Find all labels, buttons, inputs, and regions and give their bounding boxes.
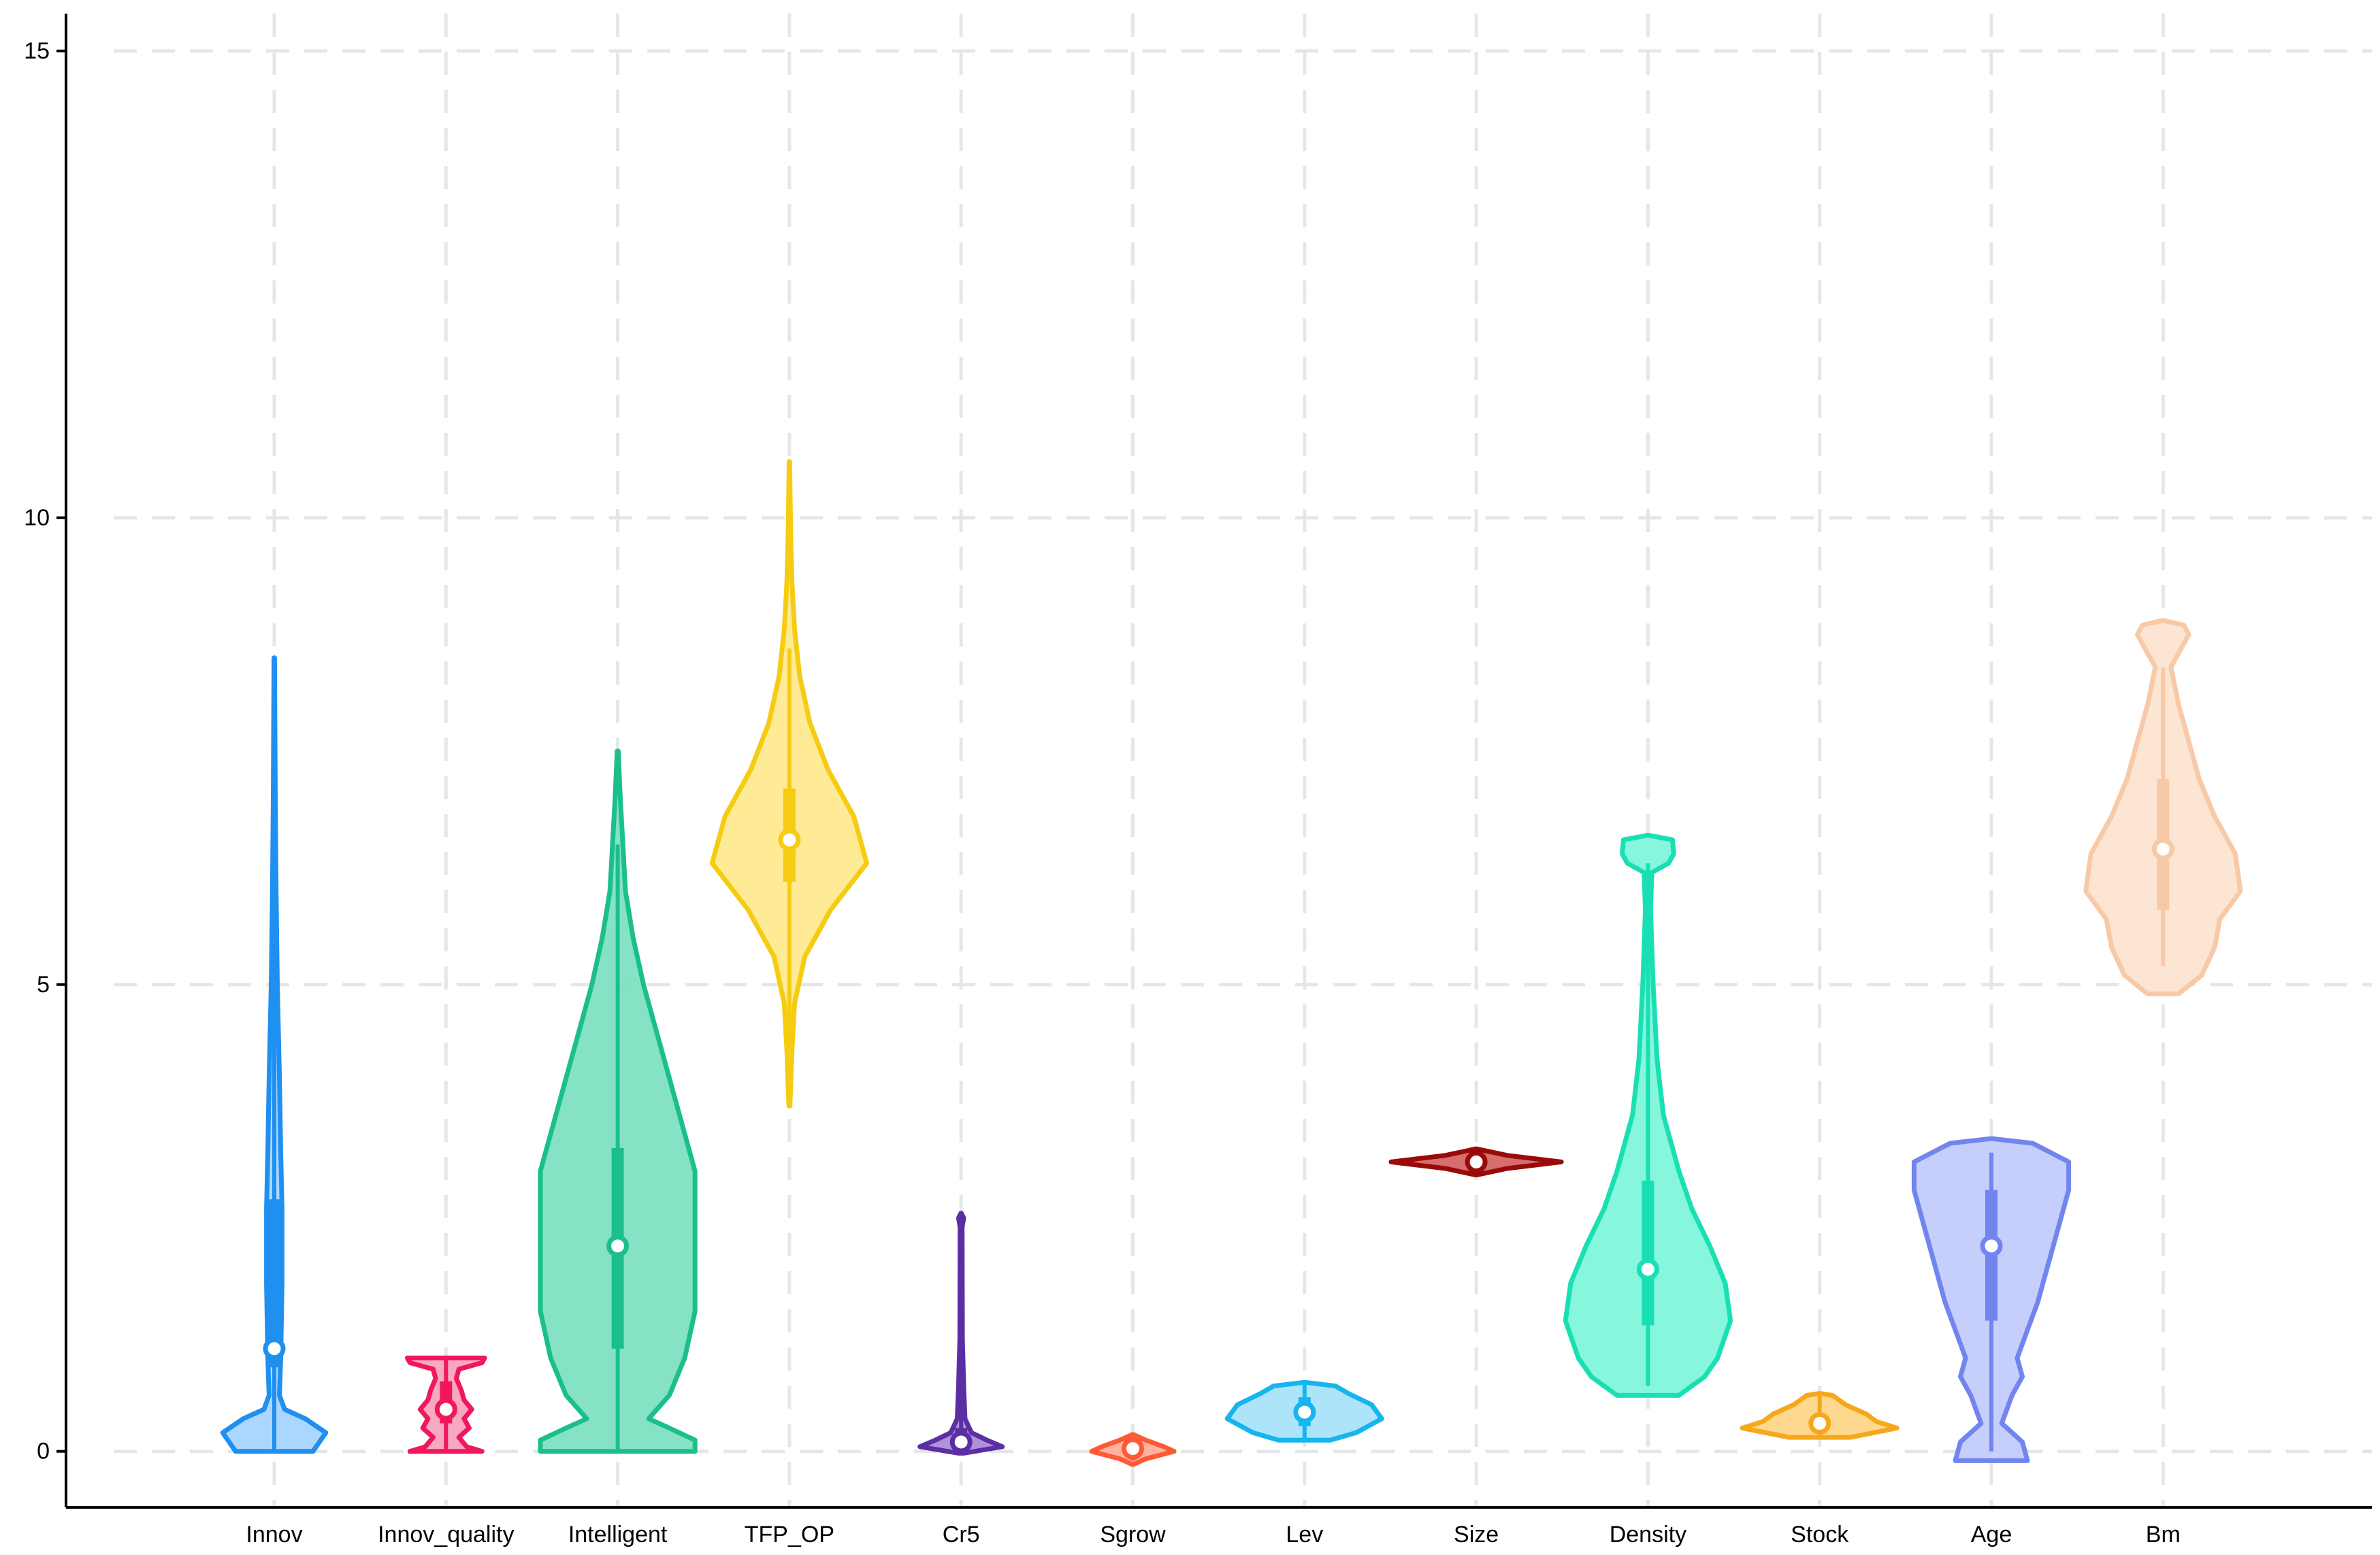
- violin-size: [1388, 1146, 1564, 1178]
- violin-cr5: [917, 1211, 1005, 1456]
- axis-layer: [56, 14, 2372, 1509]
- x-tick-label-innov: Innov: [246, 1522, 302, 1548]
- x-tick-label-cr5: Cr5: [943, 1522, 980, 1548]
- median-marker-intelligent: [606, 1234, 630, 1258]
- violin-age: [1911, 1136, 2072, 1463]
- x-tick-label-innov_quality: Innov_quality: [378, 1522, 514, 1548]
- x-tick-label-stock: Stock: [1791, 1522, 1849, 1548]
- grid-layer: [114, 14, 2372, 1507]
- violin-layer: [220, 459, 2243, 1467]
- median-marker-lev: [1293, 1401, 1316, 1424]
- violin-tfp_op: [709, 459, 869, 1109]
- violin-stock: [1740, 1391, 1900, 1440]
- y-tick-label-10: 10: [24, 505, 50, 531]
- violin-intelligent: [538, 749, 698, 1454]
- x-tick-label-sgrow: Sgrow: [1100, 1522, 1166, 1548]
- median-marker-bm: [2151, 838, 2174, 861]
- median-marker-density: [1636, 1258, 1659, 1281]
- iqr-box-density: [1642, 1180, 1654, 1326]
- x-tick-label-intelligent: Intelligent: [568, 1522, 668, 1548]
- x-tick-label-density: Density: [1610, 1522, 1686, 1548]
- median-marker-cr5: [949, 1430, 973, 1454]
- iqr-box-innov: [268, 1199, 280, 1368]
- x-tick-label-size: Size: [1454, 1522, 1499, 1548]
- y-tick-label-15: 15: [24, 38, 50, 64]
- median-marker-tfp_op: [778, 828, 801, 851]
- x-tick-label-bm: Bm: [2146, 1522, 2181, 1548]
- y-tick-label-0: 0: [37, 1439, 50, 1464]
- median-marker-innov_quality: [434, 1398, 457, 1421]
- median-marker-sgrow: [1122, 1437, 1144, 1460]
- violin-density: [1563, 832, 1733, 1398]
- violin-bm: [2083, 618, 2243, 996]
- median-marker-size: [1465, 1150, 1488, 1173]
- violin-sgrow: [1089, 1432, 1177, 1467]
- x-tick-label-lev: Lev: [1286, 1522, 1323, 1548]
- x-tick-label-age: Age: [1971, 1522, 2012, 1548]
- label-layer: 0 5 10 15 Innov Innov_quality Intelligent TFP_O…: [24, 38, 2181, 1548]
- median-marker-age: [1980, 1234, 2003, 1258]
- x-tick-label-tfp_op: TFP_OP: [745, 1522, 834, 1548]
- y-tick-label-5: 5: [37, 972, 50, 998]
- median-marker-stock: [1808, 1412, 1831, 1435]
- violin-innov: [220, 655, 329, 1454]
- median-marker-innov: [263, 1337, 286, 1360]
- violin-lev: [1224, 1379, 1384, 1443]
- violin-innov_quality: [405, 1356, 487, 1454]
